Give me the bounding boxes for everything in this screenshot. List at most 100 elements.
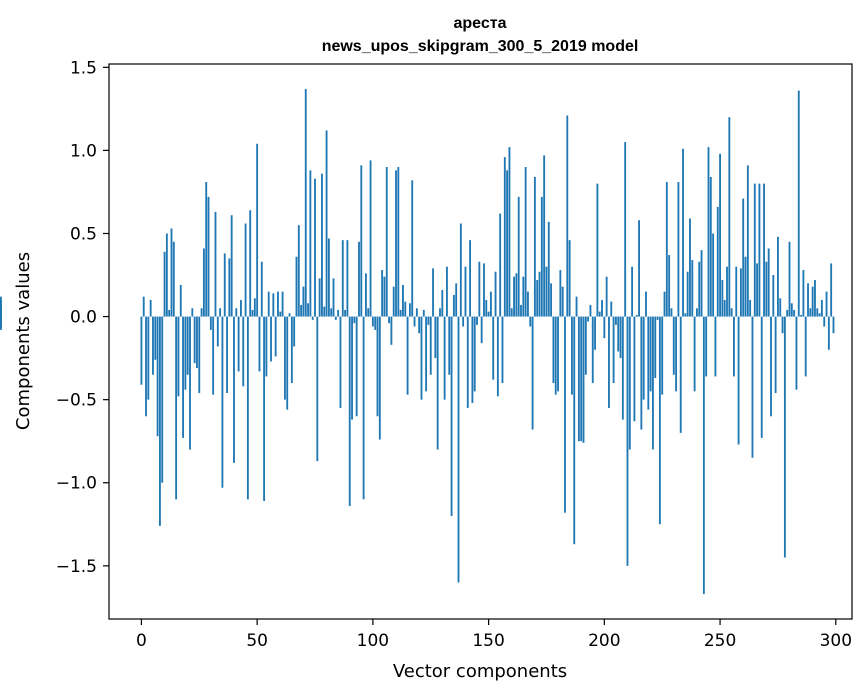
bar-179	[554, 316, 557, 395]
bar-285	[800, 314, 802, 317]
x-tick-label: 150	[472, 631, 504, 651]
bar-156	[501, 316, 504, 384]
bar-235	[684, 313, 687, 317]
bar-204	[612, 316, 615, 384]
bar-101	[374, 316, 377, 330]
bar-228	[668, 255, 671, 317]
bar-42	[237, 316, 240, 372]
bar-212	[631, 266, 634, 317]
bar-297	[827, 316, 830, 350]
bar-75	[314, 178, 316, 317]
y-axis-label: Components values	[13, 252, 34, 430]
bar-140	[464, 266, 467, 317]
bar-series	[0, 88, 835, 595]
bar-96	[362, 316, 365, 500]
bar-299	[832, 316, 835, 334]
bar-19	[184, 316, 187, 390]
bar-264	[751, 316, 754, 458]
bar-111	[397, 167, 400, 317]
bar-197	[596, 183, 599, 317]
bar-268	[760, 316, 763, 438]
bar-26	[200, 308, 203, 317]
bar-68	[297, 225, 300, 317]
bar-117	[411, 180, 414, 317]
bar-29	[207, 196, 210, 317]
bar-149	[485, 299, 488, 317]
bar-167	[527, 291, 529, 317]
bar-84	[334, 316, 337, 320]
plot-frame	[108, 63, 853, 620]
bar-222	[654, 316, 657, 379]
bar-207	[619, 316, 622, 359]
bar-151	[489, 291, 492, 317]
bar-56	[270, 316, 272, 362]
bar-279	[786, 309, 789, 317]
bar-55	[267, 291, 270, 317]
bar-24	[196, 316, 198, 369]
y-tick-label: 1.0	[70, 141, 97, 161]
bar-33	[216, 316, 219, 347]
bar-196	[594, 316, 596, 350]
bar-202	[608, 316, 610, 408]
bar-198	[598, 311, 601, 317]
bar-16	[177, 316, 180, 397]
bar-18	[182, 316, 184, 438]
x-tick-label: 0	[136, 631, 147, 651]
bar-252	[723, 299, 726, 317]
bar-20	[186, 316, 189, 375]
bar-256	[733, 316, 735, 377]
bar-108	[390, 316, 393, 345]
bar-180	[557, 316, 559, 392]
bar-139	[462, 316, 465, 327]
bar-109	[392, 286, 395, 317]
bar-272	[770, 316, 772, 417]
bar-60	[279, 311, 282, 317]
bar-106	[385, 167, 388, 317]
bar-168	[529, 316, 532, 327]
bar-265	[753, 183, 756, 317]
bar-200	[603, 316, 606, 339]
bar-258	[737, 316, 740, 445]
bar-50	[256, 143, 259, 317]
bar-155	[499, 213, 502, 317]
bar-253	[726, 266, 728, 317]
bar-72	[307, 303, 309, 317]
bar-123	[425, 316, 428, 392]
bar-191	[582, 316, 585, 443]
y-tick-label: 1.5	[70, 58, 97, 78]
bar-213	[633, 316, 636, 422]
bar-102	[376, 316, 379, 417]
bar-58	[274, 316, 277, 357]
bar-128	[436, 316, 439, 450]
bar-172	[538, 271, 541, 317]
bar-110	[395, 170, 397, 317]
bar-39	[230, 215, 233, 317]
bar-255	[730, 308, 733, 317]
bar-184	[566, 115, 569, 317]
bar-277	[781, 316, 784, 334]
bar-83	[332, 278, 335, 317]
bar-217	[642, 316, 645, 400]
bar-85	[337, 309, 340, 317]
bar-105	[383, 276, 386, 317]
bar-242	[700, 250, 703, 317]
bar-63	[286, 316, 289, 410]
bar-1	[142, 296, 145, 317]
bar-103	[378, 316, 381, 440]
bar-181	[559, 270, 562, 317]
bar-120	[418, 316, 421, 334]
bar-294	[820, 299, 823, 317]
bar-225	[661, 316, 664, 395]
bar-95	[360, 165, 363, 317]
bar-247	[712, 233, 715, 317]
bar-66	[293, 316, 296, 347]
bar-86	[339, 316, 342, 408]
bar-291	[814, 280, 816, 317]
bar-17	[179, 285, 182, 317]
bar-5	[152, 316, 154, 375]
bar-188	[575, 296, 578, 317]
bar-263	[749, 299, 752, 317]
bar-177	[550, 283, 553, 317]
bar-229	[670, 308, 673, 317]
